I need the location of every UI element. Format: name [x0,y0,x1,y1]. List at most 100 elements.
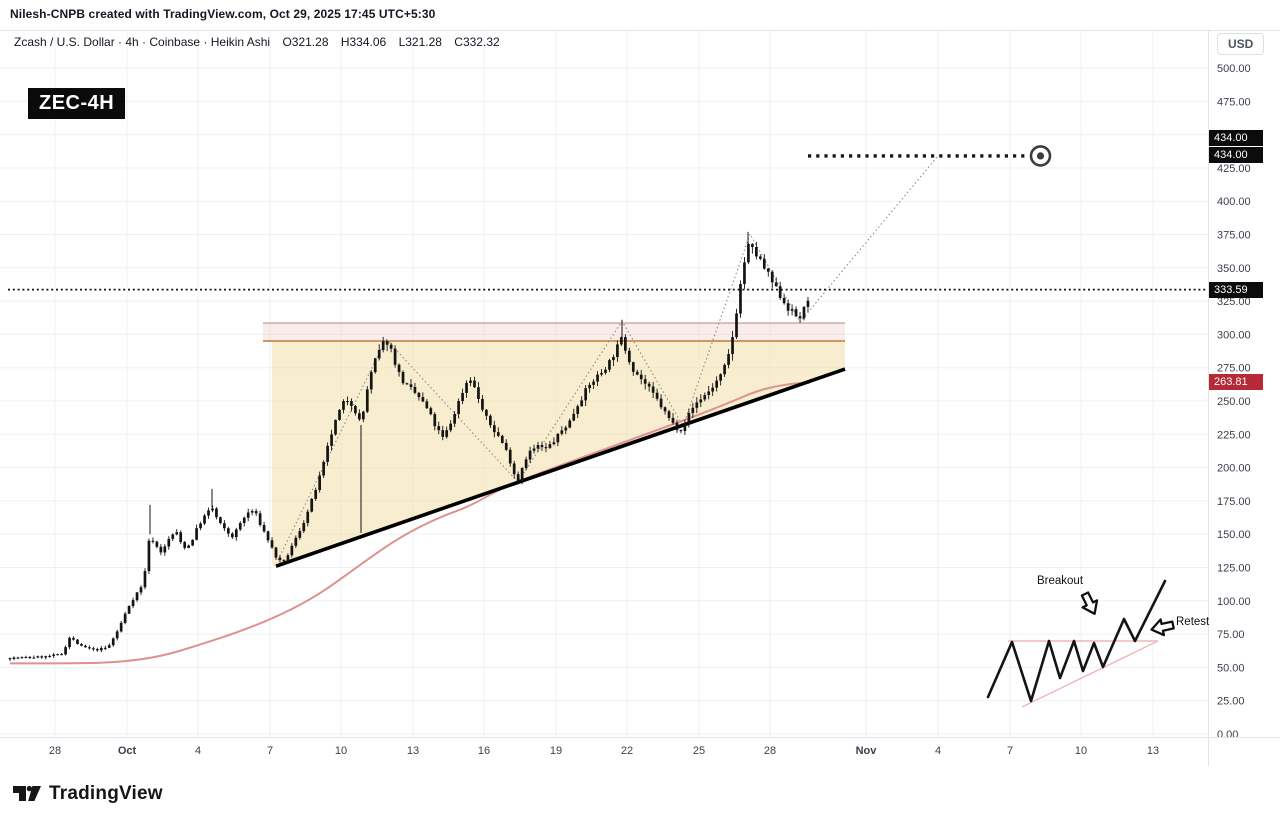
candle-body [230,533,234,538]
candle-body [358,413,361,420]
ohlc-close: C332.32 [454,35,500,49]
candle-body [417,392,421,398]
candle-body [441,430,445,437]
date-tick-label: 28 [49,745,61,757]
candle-body [572,413,576,421]
candle-body [790,309,794,311]
candle-body [592,381,595,385]
candle-body [175,532,179,535]
candle-body [314,490,318,499]
breakout-annotation-label: Breakout [1037,575,1084,587]
candle-body [242,517,246,524]
candle-body [679,430,683,432]
candle-body [151,540,155,542]
candle-body [310,498,314,512]
candle-body [68,637,71,648]
candle-body [95,649,99,651]
candle-body [20,657,24,659]
tradingview-footer[interactable]: TradingView [12,781,163,807]
candle-body [687,412,691,424]
price-tick-label: 325.00 [1217,296,1251,308]
candle-body [294,537,298,546]
target-line[interactable] [808,145,1052,167]
candle-body [707,391,711,396]
candle-body [429,408,433,415]
price-tick-label: 375.00 [1217,230,1251,242]
candle-body [72,637,75,640]
trendline[interactable] [275,367,846,568]
candle-body [508,449,512,464]
candle-body [250,511,254,513]
candle-body [207,510,210,516]
candle-body [155,541,159,547]
date-tick-label: 22 [621,745,633,757]
currency-toggle-button[interactable]: USD [1217,33,1265,55]
candle-body [755,247,758,257]
candle-body [540,445,544,448]
candle-body [699,399,703,403]
candle-body [167,538,171,547]
candle-body [604,369,607,373]
candle-body [643,379,647,384]
candle-body [774,282,778,287]
candle-body [306,511,310,523]
tradingview-logo-icon [13,785,41,801]
candle-body [258,513,262,525]
candle-body [365,389,369,412]
candle-body [338,409,341,420]
target-price-label-2[interactable]: 434.00 [1209,147,1263,163]
ma-line [9,381,811,665]
price-tick-label: 200.00 [1217,463,1251,475]
candle-body [457,401,460,415]
price-line-label[interactable]: 333.59 [1209,282,1263,298]
candle-body [596,374,599,382]
candle-body [624,337,627,351]
candle-body [608,360,611,370]
candle-body [786,303,790,311]
candle-body [159,546,163,553]
target-price-label-1[interactable]: 434.00 [1209,130,1263,146]
candle-body [461,392,464,402]
candle-body [489,415,492,426]
candle-body [612,357,615,361]
candle-body [211,508,214,511]
candle-body [695,402,699,408]
candle-body [588,384,591,389]
triangle-pattern[interactable] [263,322,845,567]
price-tick-label: 175.00 [1217,496,1251,508]
symbol-header[interactable]: Zcash / U.S. Dollar · 4h · Coinbase · He… [14,35,500,49]
candle-body [469,380,472,383]
candle-body [44,656,48,658]
candle-body [179,532,183,543]
candle-body [397,364,401,373]
candle-body [500,435,504,443]
candle-body [520,468,524,482]
candle-body [191,539,194,546]
candle-body [762,258,766,269]
candle-body [139,587,143,593]
candle-body [88,647,91,649]
candle-body [723,364,726,375]
candle-body [103,647,107,649]
candle-body [56,654,59,656]
candle-body [445,430,449,437]
candle-body [556,433,560,443]
candle-body [751,244,754,248]
x-axis-labels: 28 Oct 4 7 10 13 16 19 22 25 28 Nov 4 7 10 13 [49,745,1159,757]
candle-body [580,400,584,407]
date-tick-label: 10 [1075,745,1087,757]
price-tick-label: 350.00 [1217,263,1251,275]
candle-body [330,434,333,446]
candle-body [544,447,548,449]
price-tick-label: 500.00 [1217,63,1251,75]
candle-body [203,515,206,524]
candles [8,231,810,662]
symbol-title[interactable]: Zcash / U.S. Dollar · 4h · Coinbase · He… [14,35,271,49]
candle-body [655,392,659,399]
retest-arrow-icon [1150,618,1175,637]
candle-body [199,523,202,529]
candle-body [76,639,79,645]
candle-body [798,316,802,319]
candle-body [262,524,266,532]
